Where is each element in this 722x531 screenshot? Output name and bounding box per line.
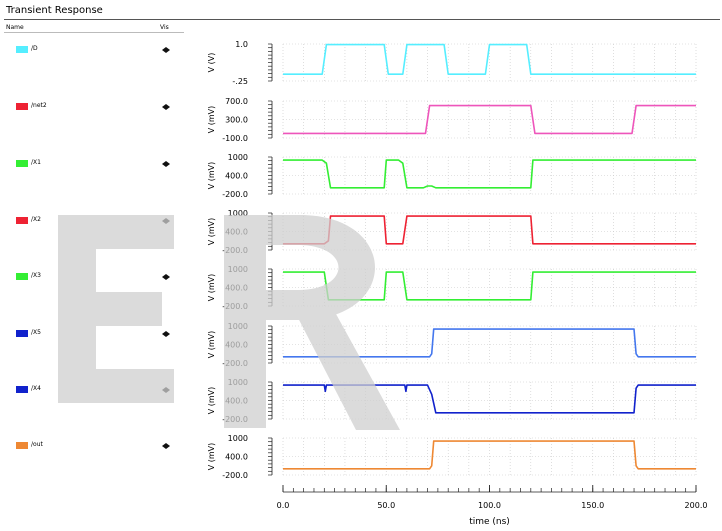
y-axis-label: V (mV) <box>207 106 216 134</box>
signal-row[interactable]: /out <box>0 440 190 452</box>
signal-row[interactable]: /D <box>0 44 190 56</box>
y-tick-label: 1000 <box>228 322 248 331</box>
y-axis-label: V (V) <box>207 53 216 73</box>
signal-name: /X3 <box>31 272 41 279</box>
visibility-eye-icon[interactable] <box>162 103 170 111</box>
y-axis-label: V (mV) <box>207 218 216 246</box>
column-header-vis: Vis <box>160 24 169 31</box>
visibility-eye-icon[interactable] <box>162 160 170 168</box>
y-axis-label: V (mV) <box>207 443 216 471</box>
signal-row[interactable]: /X5 <box>0 328 190 340</box>
title-divider <box>4 19 720 20</box>
x-tick-label: 100.0 <box>478 501 501 510</box>
signal-color-swatch <box>16 273 28 280</box>
y-tick-label: 700.0 <box>225 97 248 106</box>
y-tick-label: -200.0 <box>222 471 248 480</box>
x-axis-label: time (ns) <box>469 517 510 527</box>
y-tick-label: 400.0 <box>225 453 248 462</box>
column-header-name: Name <box>6 24 24 31</box>
y-tick-label: 400.0 <box>225 228 248 237</box>
series-line <box>283 271 696 301</box>
y-tick-label: -200.0 <box>222 359 248 368</box>
visibility-eye-icon[interactable] <box>162 273 170 281</box>
y-tick-label: -200.0 <box>222 246 248 255</box>
series-line <box>283 440 696 470</box>
series-line <box>283 215 696 245</box>
series-line <box>283 384 696 414</box>
y-tick-label: 400.0 <box>225 284 248 293</box>
column-divider <box>4 32 184 33</box>
y-tick-label: 1000 <box>228 434 248 443</box>
x-tick-label: 0.0 <box>277 501 290 510</box>
signal-color-swatch <box>16 103 28 110</box>
signal-color-swatch <box>16 160 28 167</box>
y-axis-label: V (mV) <box>207 274 216 302</box>
series-line <box>283 104 696 135</box>
visibility-eye-icon[interactable] <box>162 46 170 54</box>
series-line <box>283 43 696 75</box>
series-line <box>283 328 696 358</box>
y-tick-label: -.25 <box>232 77 248 86</box>
signal-name: /X4 <box>31 385 41 392</box>
y-tick-label: 1000 <box>228 153 248 162</box>
signal-row[interactable]: /net2 <box>0 101 190 113</box>
signal-name: /X1 <box>31 159 41 166</box>
x-tick-label: 200.0 <box>685 501 708 510</box>
signal-name: /X2 <box>31 216 41 223</box>
y-axis-label: V (mV) <box>207 331 216 359</box>
y-axis-label: V (mV) <box>207 162 216 190</box>
y-tick-label: -200.0 <box>222 302 248 311</box>
y-tick-label: -100.0 <box>222 134 248 143</box>
signal-row[interactable]: /X1 <box>0 158 190 170</box>
signal-color-swatch <box>16 46 28 53</box>
y-tick-label: -200.0 <box>222 190 248 199</box>
x-tick-label: 150.0 <box>581 501 604 510</box>
visibility-eye-icon[interactable] <box>162 330 170 338</box>
signal-color-swatch <box>16 330 28 337</box>
y-tick-label: 1000 <box>228 209 248 218</box>
y-tick-label: 400.0 <box>225 397 248 406</box>
signal-color-swatch <box>16 442 28 449</box>
signal-color-swatch <box>16 386 28 393</box>
signal-name: /D <box>31 45 38 52</box>
y-tick-label: 300.0 <box>225 116 248 125</box>
signal-color-swatch <box>16 217 28 224</box>
window-title: Transient Response <box>6 5 103 16</box>
signal-name: /net2 <box>31 102 47 109</box>
visibility-eye-icon[interactable] <box>162 442 170 450</box>
y-axis-label: V (mV) <box>207 387 216 415</box>
y-tick-label: 400.0 <box>225 341 248 350</box>
y-tick-label: 1000 <box>228 265 248 274</box>
series-line <box>283 159 696 189</box>
signal-name: /out <box>31 441 43 448</box>
x-tick-label: 50.0 <box>377 501 395 510</box>
y-tick-label: -200.0 <box>222 415 248 424</box>
y-tick-label: 400.0 <box>225 172 248 181</box>
y-tick-label: 1000 <box>228 378 248 387</box>
signal-name: /X5 <box>31 329 41 336</box>
signal-row[interactable]: /X3 <box>0 271 190 283</box>
y-tick-label: 1.0 <box>235 40 248 49</box>
